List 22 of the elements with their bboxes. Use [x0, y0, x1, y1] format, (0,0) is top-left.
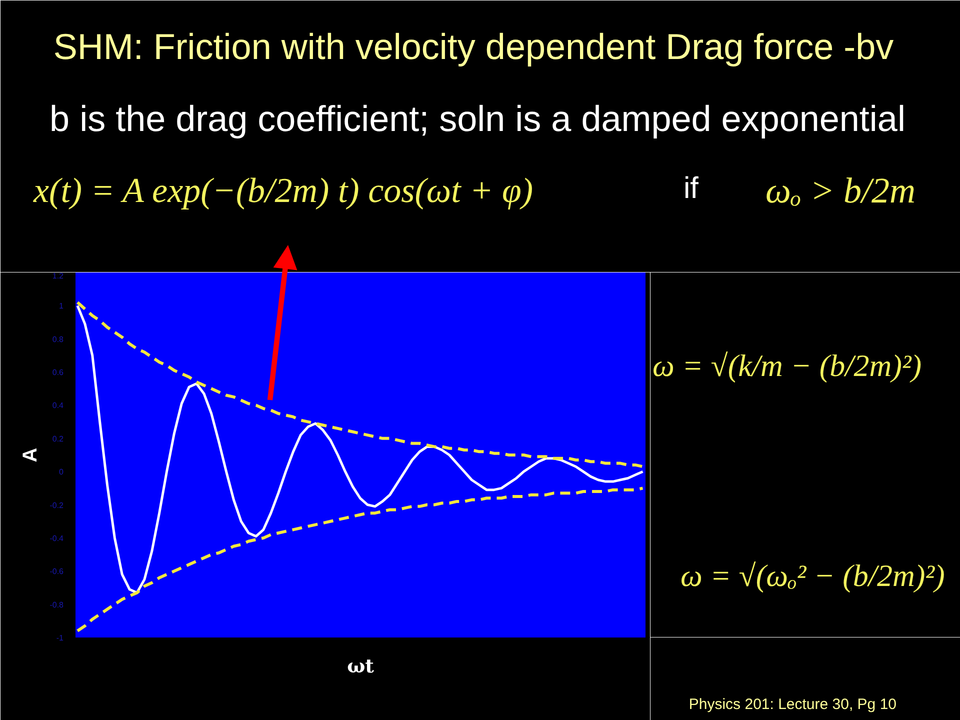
y-tick-label: 0.6: [52, 368, 64, 378]
y-tick-label: -0.6: [50, 567, 64, 576]
text: x(t) = A exp(−(b/2m) t) cos(ωt + φ): [32, 171, 533, 210]
y-tick-label: -0.8: [50, 600, 64, 610]
y-tick-label: -0.2: [50, 500, 64, 510]
y-tick-label: -0.4: [50, 534, 64, 543]
y-tick-label: 0.8: [52, 334, 64, 344]
y-tick-label: 1: [59, 302, 64, 311]
y-tick-label: 1.2: [52, 272, 64, 280]
text: Physics 201: Lecture 30, Pg 10: [688, 696, 897, 713]
text: ω = √(ωₒ² − (b/2m)²): [680, 558, 945, 593]
text: if: [684, 172, 700, 205]
y-tick-label: 0: [59, 468, 64, 477]
y-tick-label: 0.4: [52, 401, 64, 410]
y-tick-label: 0.2: [52, 434, 64, 444]
text: ω = √(k/m − (b/2m)²): [652, 348, 922, 383]
y-tick-label: -1: [56, 634, 64, 642]
text: ωₒ > b/2m: [766, 170, 916, 210]
chart-subtitle: b is the drag coefficient; soln is a damped exponential: [50, 98, 906, 139]
y-axis-title: A: [20, 448, 42, 462]
x-axis-title: ωt: [347, 656, 374, 678]
chart-title: SHM: Friction with velocity dependent Drag force -bv: [53, 26, 894, 67]
